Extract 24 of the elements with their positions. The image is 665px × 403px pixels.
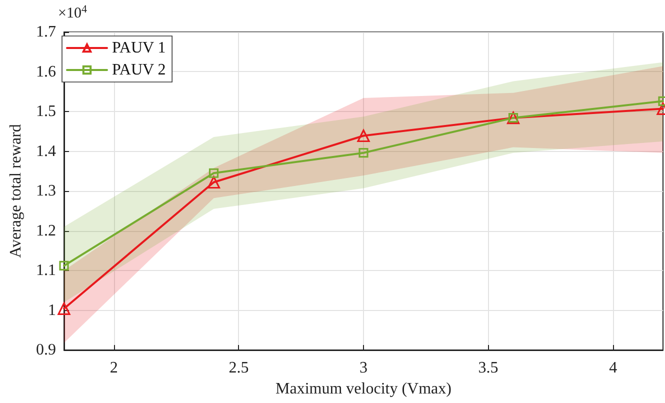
- y-tick-label: 1.1: [36, 262, 56, 279]
- x-tick-label: 2.5: [228, 360, 249, 376]
- point: [357, 129, 370, 142]
- y-tick-label: 0.9: [36, 342, 56, 358]
- x-axis-title: Maximum velocity (Vmax): [276, 380, 452, 398]
- y-tick-label: 1.7: [36, 24, 56, 40]
- x-tick-label: 3.5: [478, 360, 498, 376]
- x-tick-label: 3: [360, 360, 368, 376]
- y-tick-label: 1.4: [36, 142, 56, 160]
- legend-label: PAUV 2: [112, 62, 166, 78]
- y-tick-label: 1: [48, 302, 56, 319]
- point: [58, 302, 70, 315]
- point: [207, 176, 220, 189]
- y-tick-label: 1.5: [36, 103, 56, 120]
- y-axis-title: Average total reward: [8, 124, 24, 258]
- point: [358, 148, 368, 158]
- x-tick-label: 2: [110, 360, 118, 376]
- point: [208, 168, 219, 178]
- point: [59, 260, 69, 271]
- y-tick-label: 1.3: [36, 182, 56, 200]
- legend-label: PAUV 1: [112, 40, 166, 56]
- y-tick-label: 1.6: [36, 63, 56, 80]
- y-tick-label: 1.2: [36, 222, 56, 240]
- x-tick-label: 4: [609, 360, 618, 376]
